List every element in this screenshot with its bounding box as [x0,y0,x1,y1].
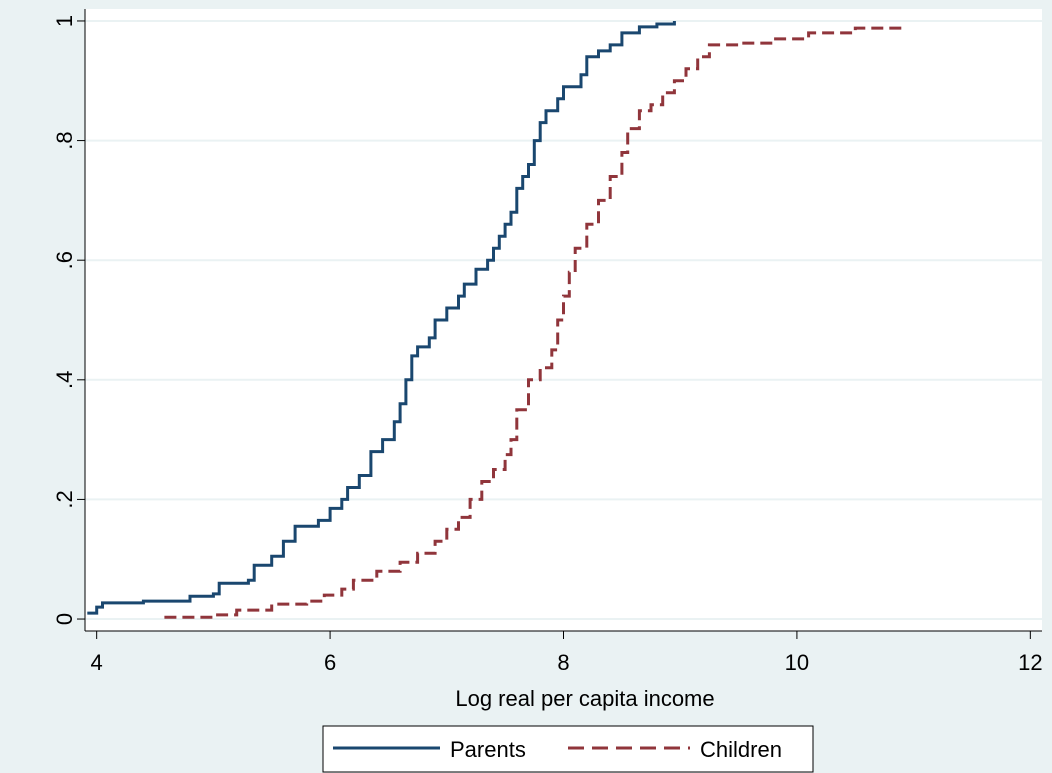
x-ticks: 4 6 8 10 12 [91,631,1043,675]
plot-area [85,9,1042,631]
y-tick-label: .4 [52,371,77,389]
legend: Parents Children [322,725,814,773]
series-line-parents [87,21,676,615]
legend-label-parents: Parents [450,737,526,762]
y-tick-label: .8 [52,131,77,149]
x-tick-label: 10 [785,650,809,675]
x-tick-label: 4 [91,650,103,675]
x-tick-label: 8 [557,650,569,675]
y-tick-label: .6 [52,251,77,269]
legend-label-children: Children [700,737,782,762]
x-tick-label: 6 [324,650,336,675]
x-axis-label: Log real per capita income [455,686,714,711]
y-tick-label: 0 [52,613,77,625]
y-tick-label: .2 [52,490,77,508]
y-tick-label: 1 [52,15,77,27]
y-ticks: 0 .2 .4 .6 .8 1 [52,15,85,625]
series-line-children [164,22,904,619]
x-tick-label: 12 [1018,650,1042,675]
grid-lines [85,19,1042,621]
series-lines [87,21,904,619]
